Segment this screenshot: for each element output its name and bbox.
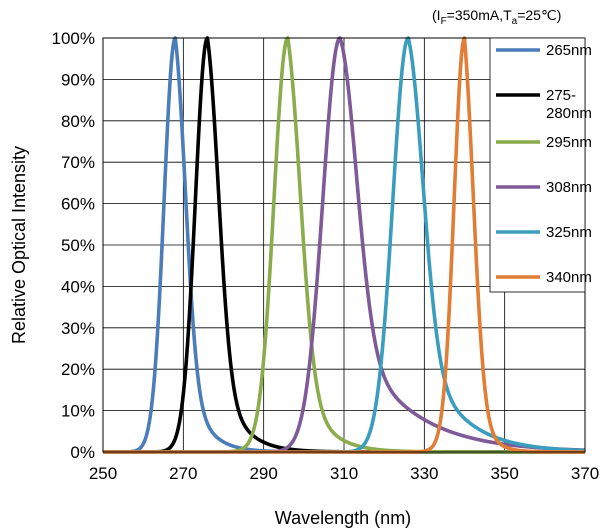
y-tick-label: 80% [61,112,95,131]
legend: 265nm 275-280nm 295nm 308nm 325nm 340nm [489,37,592,293]
x-tick-label: 250 [89,464,117,483]
legend-box [489,37,586,293]
y-tick-label: 30% [61,319,95,338]
condition-sub-a: a [512,16,518,27]
x-tick-label: 350 [490,464,518,483]
condition-suffix: =25℃) [517,7,561,23]
legend-label: 340nm [546,269,592,286]
y-tick-label: 0% [70,443,95,462]
x-tick-label: 330 [410,464,438,483]
y-tick-label: 50% [61,236,95,255]
y-tick-label: 90% [61,70,95,89]
x-tick-label: 290 [249,464,277,483]
measurement-condition: (IF=350mA,Ta=25℃) [432,7,561,27]
legend-label: 265nm [546,42,592,59]
y-tick-label: 40% [61,277,95,296]
y-tick-label: 100% [52,29,95,48]
condition-sub-f: F [441,16,447,27]
x-axis-label: Wavelength (nm) [275,508,411,528]
y-tick-label: 70% [61,153,95,172]
condition-middle: =350mA,T [447,7,512,23]
y-tick-label: 60% [61,195,95,214]
x-tick-label: 270 [169,464,197,483]
y-tick-label: 20% [61,360,95,379]
x-axis-ticks: 250 270 290 310 330 350 370 [89,464,599,483]
condition-prefix: (I [432,7,441,23]
legend-label: 325nm [546,224,592,241]
legend-label: 295nm [546,134,592,151]
y-axis-label: Relative Optical Intensity [9,146,29,344]
legend-label: 308nm [546,179,592,196]
y-axis-ticks: 0% 10% 20% 30% 40% 50% 60% 70% 80% 90% 100% [52,29,95,462]
x-tick-label: 370 [571,464,599,483]
legend-label: 275-280nm [546,87,592,122]
y-tick-label: 10% [61,402,95,421]
x-tick-label: 310 [330,464,358,483]
